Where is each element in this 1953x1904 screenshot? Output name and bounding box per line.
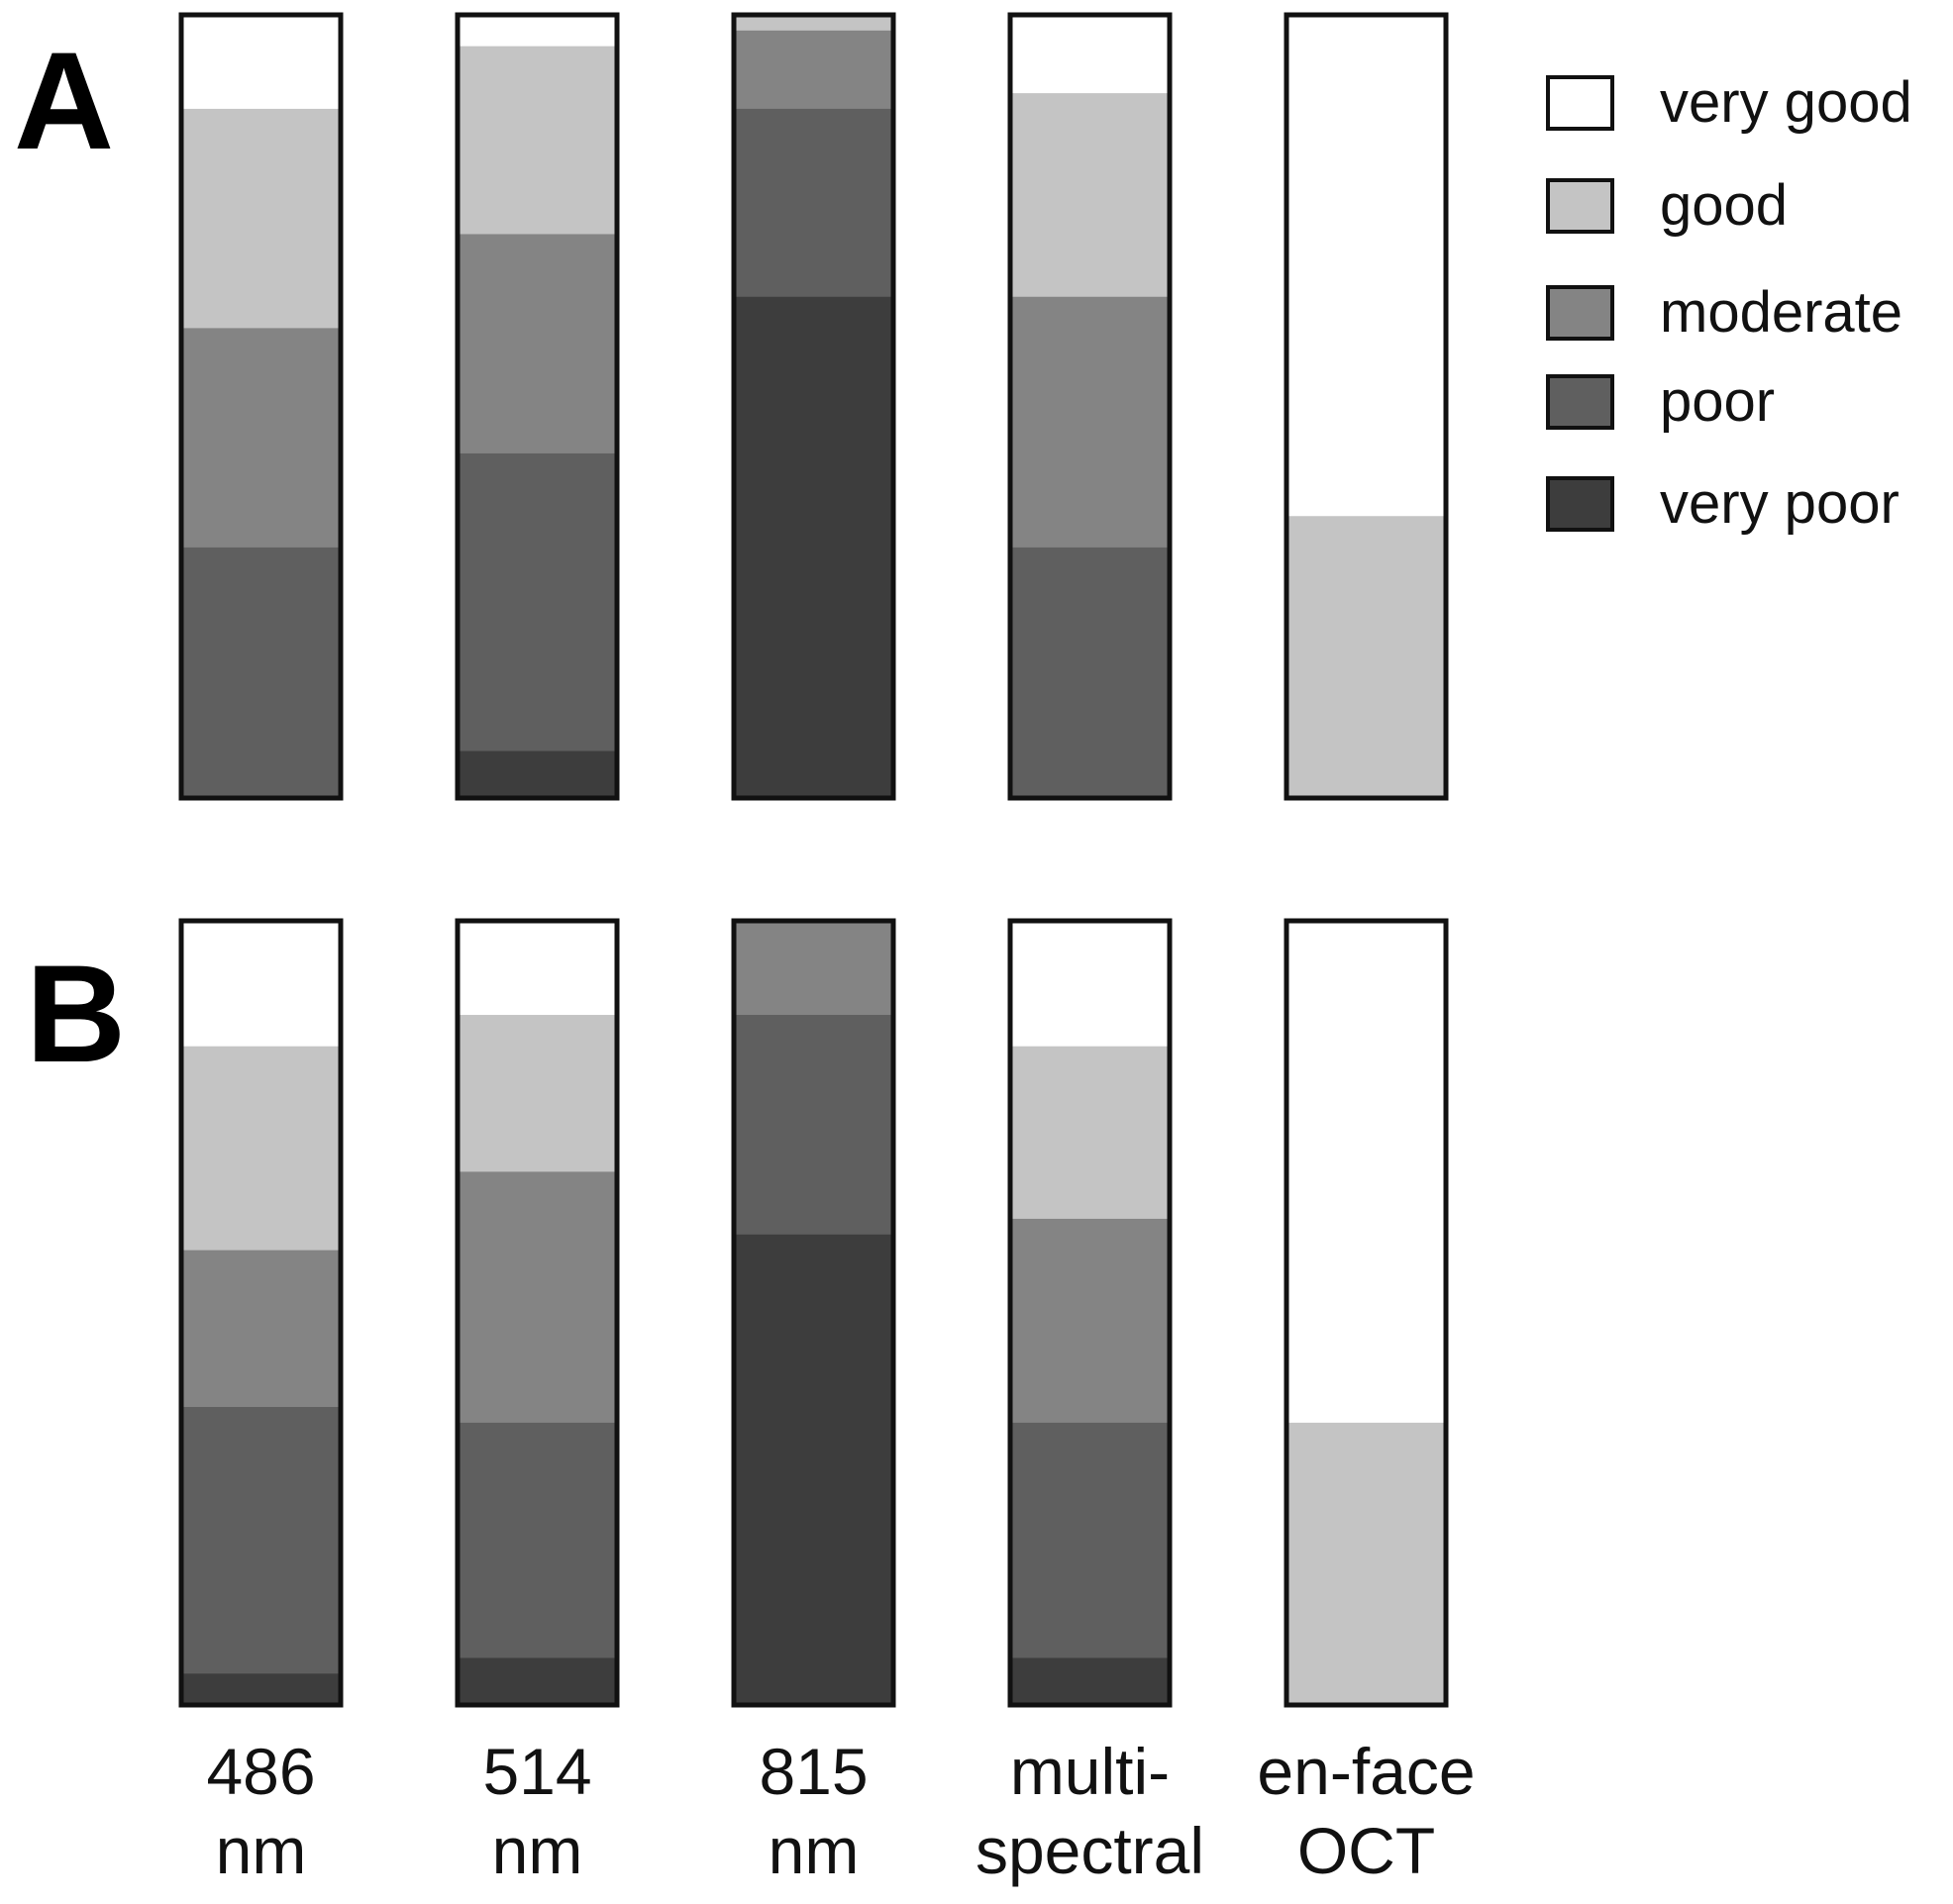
segment-good (1286, 516, 1446, 799)
segment-moderate (734, 30, 893, 110)
legend-item-poor: poor (1546, 369, 1775, 434)
legend-label: moderate (1660, 280, 1902, 345)
segment-moderate (458, 1171, 617, 1424)
segment-very-good (1286, 15, 1446, 517)
legend-swatch (1546, 178, 1614, 234)
segment-very-poor (1010, 1657, 1170, 1706)
legend-label: very poor (1660, 471, 1900, 536)
segment-very-poor (458, 1657, 617, 1706)
segment-very-good (1010, 15, 1170, 94)
segment-very-good (1010, 921, 1170, 1048)
segment-good (1010, 93, 1170, 298)
segment-poor (458, 452, 617, 752)
category-label-514-nm: 514 nm (482, 1735, 591, 1887)
legend-label: poor (1660, 369, 1775, 434)
bar-outline (1284, 12, 1449, 801)
segment-very-good (181, 15, 341, 110)
segment-very-good (1286, 921, 1446, 1424)
segment-poor (1010, 547, 1170, 799)
bar-b-en-face-oct (1284, 918, 1449, 1708)
bar-a-514-nm (455, 12, 620, 801)
segment-poor (181, 1407, 341, 1674)
segment-poor (458, 1422, 617, 1658)
segment-very-poor (181, 1673, 341, 1706)
segment-poor (181, 547, 341, 799)
segment-good (1286, 1422, 1446, 1706)
bar-outline (1007, 918, 1173, 1708)
category-label-en-face-oct: en-face OCT (1257, 1735, 1475, 1887)
bar-outline (731, 918, 896, 1708)
legend-item-very-poor: very poor (1546, 471, 1900, 536)
segment-moderate (1010, 296, 1170, 549)
bar-outline (731, 12, 896, 801)
panel-a: A (14, 12, 1449, 801)
legend-swatch (1546, 75, 1614, 131)
panel-b: B (26, 918, 1449, 1708)
bar-outline (1007, 12, 1173, 801)
legend-label: very good (1660, 70, 1912, 135)
segment-good (1010, 1046, 1170, 1220)
segment-good (181, 1046, 341, 1252)
segment-good (181, 108, 341, 329)
segment-very-good (458, 921, 617, 1016)
bar-b-514-nm (455, 918, 620, 1708)
category-label-815-nm: 815 nm (759, 1735, 868, 1887)
legend-item-moderate: moderate (1546, 280, 1902, 345)
segment-moderate (181, 328, 341, 549)
bar-a-486-nm (178, 12, 344, 801)
segment-moderate (734, 921, 893, 1016)
bar-b-815-nm (731, 918, 896, 1708)
bar-outline (178, 918, 344, 1708)
segment-moderate (181, 1250, 341, 1408)
legend-swatch (1546, 476, 1614, 532)
segment-good (458, 1015, 617, 1172)
legend-item-good: good (1546, 173, 1788, 238)
segment-very-poor (734, 296, 893, 799)
bar-a-en-face-oct (1284, 12, 1449, 801)
segment-poor (734, 1015, 893, 1236)
bar-a-multi-spectral (1007, 12, 1173, 801)
panel-label-b: B (26, 936, 126, 1091)
segment-moderate (458, 234, 617, 454)
segment-good (734, 15, 893, 32)
bar-b-multi-spectral (1007, 918, 1173, 1708)
bar-outline (178, 12, 344, 801)
bar-outline (455, 12, 620, 801)
segment-poor (1010, 1422, 1170, 1658)
legend-item-very-good: very good (1546, 70, 1912, 135)
category-label-486-nm: 486 nm (206, 1735, 315, 1887)
bar-a-815-nm (731, 12, 896, 801)
bar-outline (455, 918, 620, 1708)
legend-swatch (1546, 285, 1614, 341)
segment-very-poor (458, 751, 617, 799)
legend-swatch (1546, 374, 1614, 430)
segment-very-good (181, 921, 341, 1048)
panel-label-a: A (14, 23, 114, 178)
segment-very-good (458, 15, 617, 48)
segment-moderate (1010, 1218, 1170, 1424)
legend: very good good moderate poor very poor (1546, 70, 1912, 536)
segment-good (458, 46, 617, 235)
legend-label: good (1660, 173, 1788, 238)
category-label-multi-spectral: multi-spectral (976, 1735, 1204, 1887)
segment-poor (734, 108, 893, 298)
bar-b-486-nm (178, 918, 344, 1708)
bar-outline (1284, 918, 1449, 1708)
segment-very-poor (734, 1234, 893, 1706)
